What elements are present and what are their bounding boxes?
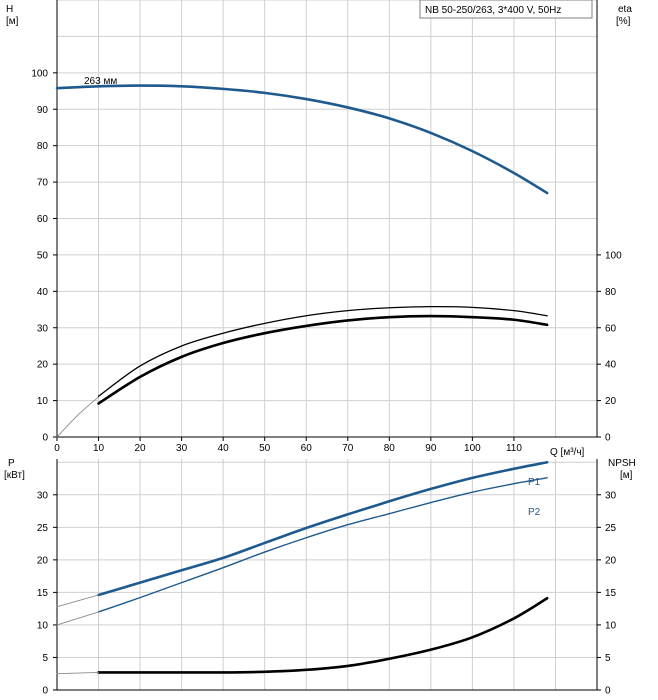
x-tick-label: 50 [259, 443, 271, 454]
x-tick-label: 60 [301, 443, 313, 454]
x-axis-label: Q [м³/ч] [550, 447, 585, 458]
lower-right-tick-label: 30 [605, 490, 617, 501]
chart-title: NB 50-250/263, 3*400 V, 50Hz [425, 5, 561, 16]
lower-p2-curve [97, 477, 548, 613]
lower-left-axis-label: P [8, 458, 15, 469]
impeller-diameter-annotation: 263 мм [84, 76, 117, 87]
upper-left-tick-label: 0 [42, 433, 48, 444]
lower-right-tick-label: 15 [605, 588, 617, 599]
lower-left-tick-label: 10 [37, 620, 49, 631]
upper-left-tick-label: 50 [37, 250, 49, 261]
lower-right-axis-label: NPSH [608, 458, 636, 469]
upper-left-tick-label: 20 [37, 360, 49, 371]
lower-left-tick-label: 30 [37, 490, 49, 501]
x-tick-label: 80 [384, 443, 396, 454]
x-tick-label: 30 [176, 443, 188, 454]
lower-left-tick-label: 0 [42, 686, 48, 697]
lower-p1-curve [97, 460, 549, 597]
upper-right-tick-label: 0 [605, 433, 611, 444]
upper-left-axis-label: H [6, 4, 13, 15]
upper-left-tick-label: 40 [37, 287, 49, 298]
upper-right-axis-label: eta [618, 4, 632, 15]
x-tick-label: 70 [342, 443, 354, 454]
curves-layer [55, 84, 549, 675]
x-tick-label: 20 [135, 443, 147, 454]
lower-left-axis-unit: [кВт] [4, 470, 25, 481]
lower-left-tick-label: 5 [42, 653, 48, 664]
upper-left-tick-label: 60 [37, 214, 49, 225]
lower-left-tick-label: 25 [37, 523, 49, 534]
upper-eta_lower-curve [97, 314, 549, 405]
upper-right-tick-label: 40 [605, 360, 617, 371]
x-tick-label: 90 [425, 443, 437, 454]
x-tick-label: 40 [218, 443, 230, 454]
upper-left-tick-label: 70 [37, 178, 49, 189]
upper-right-tick-label: 60 [605, 323, 617, 334]
upper-left-axis-unit: [м] [6, 16, 19, 27]
upper-right-tick-label: 100 [605, 250, 622, 261]
lower-right-tick-label: 25 [605, 523, 617, 534]
x-tick-label: 110 [506, 443, 522, 454]
lower-npsh-curve [97, 596, 549, 674]
x-tick-label: 10 [93, 443, 105, 454]
upper-right-tick-label: 20 [605, 396, 617, 407]
chart-title-box [419, 0, 593, 19]
lower-p1_ext-curve [56, 594, 99, 608]
lower-right-tick-label: 5 [605, 653, 611, 664]
upper-left-tick-label: 80 [37, 141, 49, 152]
upper-left-tick-label: 30 [37, 323, 49, 334]
x-tick-label: 100 [464, 443, 481, 454]
x-tick-label: 0 [54, 443, 60, 454]
p2-series-label: P2 [528, 507, 541, 518]
lower-left-tick-label: 15 [37, 588, 49, 599]
lower-right-tick-label: 10 [605, 620, 617, 631]
upper-head-curve [55, 84, 549, 195]
lower-right-tick-label: 0 [605, 686, 611, 697]
upper-left-tick-label: 90 [37, 105, 49, 116]
upper-right-tick-label: 80 [605, 287, 617, 298]
lower-p2_ext-curve [56, 611, 99, 626]
lower-right-axis-unit: [м] [620, 470, 633, 481]
upper-eta_thin-curve [56, 396, 99, 438]
labels-layer: 0 10 20 30 40 50 60 70 80 90 100 110010203040506070… [31, 68, 622, 696]
p1-series-label: P1 [528, 477, 541, 488]
lower-npsh_ext-curve [56, 671, 99, 675]
lower-right-tick-label: 20 [605, 555, 617, 566]
upper-left-tick-label: 100 [31, 68, 48, 79]
upper-left-tick-label: 10 [37, 396, 49, 407]
lower-left-tick-label: 20 [37, 555, 49, 566]
upper-eta_upper-curve [97, 305, 548, 397]
axes-layer [53, 0, 601, 691]
upper-right-axis-unit: [%] [616, 16, 631, 27]
